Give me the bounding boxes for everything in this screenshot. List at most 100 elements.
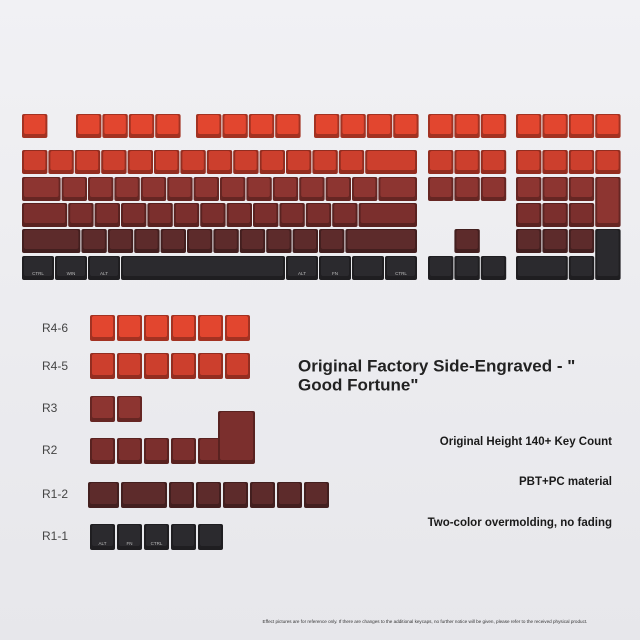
keycap-top: [136, 230, 158, 249]
keycap-top: [173, 439, 194, 460]
keycap: [246, 177, 272, 201]
keycap-top: [306, 483, 327, 504]
keycap-top: [90, 178, 112, 197]
keycap-top: [169, 178, 191, 197]
keycap: [568, 203, 595, 227]
keycap: ALT: [286, 256, 318, 280]
keycap: [352, 256, 384, 280]
keycap-top: [162, 230, 184, 249]
key-legend: WIN: [67, 271, 76, 276]
keycap: [48, 150, 74, 174]
keycap-top: [149, 204, 171, 223]
keycap-top: [387, 257, 415, 276]
keycap-top: [518, 257, 566, 276]
keycap: [516, 177, 542, 201]
keycap: [144, 353, 169, 379]
keycap: [365, 150, 417, 174]
keycap-top: [482, 178, 505, 197]
keycap: [117, 396, 142, 422]
keycap: [428, 150, 454, 174]
key-legend: CTRL: [151, 541, 163, 546]
keycap: [171, 315, 196, 341]
keycap: [117, 438, 142, 464]
keycap-top: [146, 439, 167, 460]
keycap: [90, 315, 115, 341]
keycap: [213, 229, 239, 253]
keycap: [345, 229, 417, 253]
keycap: [233, 150, 259, 174]
keycap-top: [50, 151, 72, 170]
keycap-top: [570, 178, 593, 197]
keycap: [144, 438, 169, 464]
keycap-top: [116, 178, 138, 197]
keycap: CTRL: [22, 256, 54, 280]
keycap: [187, 229, 213, 253]
key-legend: FN: [127, 541, 133, 546]
keycap: [480, 150, 507, 174]
keycap-top: [119, 397, 140, 418]
keycap: [393, 114, 419, 138]
keycap-top: [456, 230, 478, 249]
keycap: [198, 524, 223, 550]
keycap-top: [274, 178, 297, 197]
keycap: [428, 114, 454, 138]
row-label: R2: [42, 443, 58, 457]
keycap-top: [279, 483, 300, 504]
keycap-top: [570, 115, 593, 134]
keycap: [22, 150, 48, 174]
keycap: [81, 229, 107, 253]
keycap-top: [518, 204, 540, 223]
keycap: [275, 114, 301, 138]
keycap-top: [252, 483, 273, 504]
keycap-top: [250, 115, 273, 134]
row-label: R4-5: [42, 359, 68, 373]
keycap-top: [301, 178, 323, 197]
keycap-top: [130, 115, 153, 134]
keycap-top: [255, 204, 277, 223]
keycap: [568, 229, 595, 253]
keycap: [259, 150, 285, 174]
keycap-top: [518, 178, 540, 197]
keycap-top: [482, 257, 505, 276]
keycap-top: [340, 151, 363, 170]
keycap: [516, 256, 568, 280]
keycap: [480, 114, 507, 138]
keycap: [218, 411, 255, 464]
row-label: R4-6: [42, 321, 68, 335]
keycap-top: [597, 151, 619, 170]
keycap: [516, 229, 542, 253]
keycap-top: [200, 354, 221, 375]
keycap-top: [395, 115, 417, 134]
keycap-top: [24, 257, 52, 276]
keycap-top: [76, 151, 99, 170]
headline-line: Original Factory Side-Engraved - ": [298, 356, 575, 375]
keycap-top: [268, 230, 290, 249]
keycap: [155, 114, 181, 138]
keycap-top: [146, 525, 167, 546]
keycap: [114, 177, 140, 201]
key-legend: ALT: [99, 541, 107, 546]
footnote: Effect pictures are for reference only. …: [263, 619, 588, 624]
keycap: [88, 482, 119, 508]
keycap: [338, 150, 365, 174]
keycap: [22, 114, 48, 138]
keycap-top: [90, 257, 118, 276]
keycap: [319, 229, 345, 253]
keycap-top: [90, 483, 117, 504]
keycap: [222, 114, 248, 138]
keycap-top: [334, 204, 356, 223]
keycap-top: [173, 354, 194, 375]
keycap: [299, 177, 325, 201]
keycap: [154, 150, 180, 174]
keycap: [516, 114, 542, 138]
keycap-top: [367, 151, 415, 170]
row-label: R3: [42, 401, 58, 415]
keycap: [595, 177, 621, 227]
keycap-top: [202, 204, 224, 223]
keycap-top: [597, 178, 619, 223]
keycap: [198, 353, 223, 379]
feature: Two-color overmolding, no fading: [428, 517, 612, 529]
keycap: [428, 256, 454, 280]
keycap-top: [368, 115, 391, 134]
keycap-top: [321, 230, 343, 249]
